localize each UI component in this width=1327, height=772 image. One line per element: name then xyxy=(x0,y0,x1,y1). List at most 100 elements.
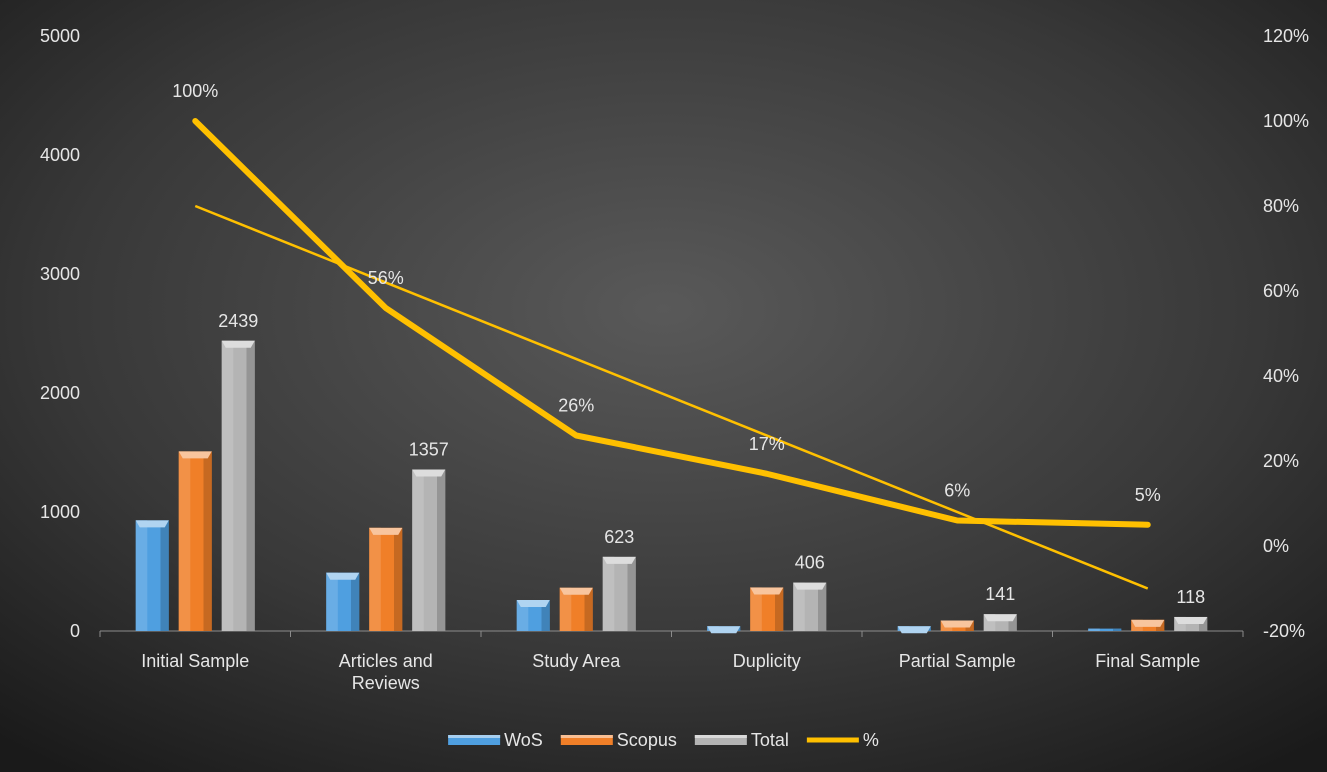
bar-data-labels: 2439 1357 623 406 141 118 xyxy=(218,311,1205,607)
bar-data-label: 118 xyxy=(1176,587,1205,607)
bar-highlight xyxy=(369,527,381,631)
bar-bevel xyxy=(559,587,593,595)
bar-bevel xyxy=(412,469,446,477)
x-category-label-line: Partial Sample xyxy=(899,651,1016,671)
bar-bevel xyxy=(326,572,360,580)
bar-highlight xyxy=(412,469,424,631)
bar-bevel xyxy=(135,520,169,528)
bar-bevel xyxy=(983,614,1017,622)
bar-total xyxy=(1174,616,1208,631)
x-category-label-line: Study Area xyxy=(532,651,621,671)
x-category-label: Final Sample xyxy=(1095,651,1200,671)
legend-swatch xyxy=(448,735,501,745)
bar-bevel xyxy=(516,600,550,608)
bar-data-label: 406 xyxy=(795,553,825,573)
right-tick-label: 0% xyxy=(1263,536,1289,556)
left-tick-label: 4000 xyxy=(40,145,80,165)
bar-shade xyxy=(541,600,550,631)
x-category-label: Duplicity xyxy=(733,651,801,671)
legend-item-percent: % xyxy=(806,730,879,750)
bar-total xyxy=(412,469,446,631)
legend-label: WoS xyxy=(504,730,543,750)
bar-scopus xyxy=(369,527,403,631)
bar-total xyxy=(221,340,255,631)
legend-swatch xyxy=(560,735,613,745)
bar-total xyxy=(793,582,827,631)
right-tick-label: 60% xyxy=(1263,281,1299,301)
bar-data-label: 623 xyxy=(604,527,634,547)
bar-wos xyxy=(707,626,741,634)
bar-shade xyxy=(775,587,784,631)
bar-shade xyxy=(1008,614,1017,631)
bar-highlight xyxy=(602,556,615,631)
x-category-label: Articles and Reviews xyxy=(339,651,433,693)
left-tick-label: 5000 xyxy=(40,26,80,46)
x-category-label-line: Reviews xyxy=(352,673,420,693)
bar-bevel xyxy=(793,582,827,590)
legend-swatch-bevel xyxy=(448,735,501,738)
right-tick-label: 40% xyxy=(1263,366,1299,386)
bar-data-label: 141 xyxy=(985,584,1015,604)
legend-swatch-bevel xyxy=(694,735,747,738)
bar-bevel xyxy=(750,587,784,595)
bar-bevel xyxy=(221,340,255,348)
bar-shade xyxy=(246,340,255,631)
bar-bevel xyxy=(178,451,212,459)
bar-scopus xyxy=(178,451,212,631)
legend: WoS Scopus Total% xyxy=(448,730,879,750)
bar-shade xyxy=(818,582,827,631)
bar-bevel xyxy=(940,620,974,628)
bar-shade xyxy=(1113,628,1122,631)
x-category-label: Initial Sample xyxy=(141,651,249,671)
bar-shade xyxy=(394,527,403,631)
bar-scopus xyxy=(559,587,593,631)
x-category-label-line: Initial Sample xyxy=(141,651,249,671)
bar-bevel xyxy=(369,527,403,535)
left-tick-label: 3000 xyxy=(40,264,80,284)
bar-highlight xyxy=(1174,616,1186,631)
legend-swatch-bevel xyxy=(560,735,613,738)
legend-swatch xyxy=(694,735,747,745)
legend-label: Scopus xyxy=(617,730,677,750)
line-data-label: 17% xyxy=(749,434,785,454)
right-tick-label: 20% xyxy=(1263,451,1299,471)
line-data-label: 5% xyxy=(1135,485,1161,505)
bar-highlight xyxy=(221,340,234,631)
bar-shade xyxy=(437,469,446,631)
bar-wos xyxy=(1088,628,1122,631)
bar-shade xyxy=(627,556,636,631)
legend-item-total: Total xyxy=(694,730,789,750)
bar-highlight xyxy=(326,572,338,631)
right-tick-label: 80% xyxy=(1263,196,1299,216)
left-tick-label: 2000 xyxy=(40,383,80,403)
right-axis: -20% 0% 20% 40% 60% 80% 100% 120% xyxy=(1263,26,1309,641)
bar-wos xyxy=(897,626,931,634)
x-axis-ticks xyxy=(99,631,1244,637)
bar-scopus xyxy=(940,620,974,631)
bar-highlight xyxy=(559,587,572,631)
legend-item-wos: WoS xyxy=(448,730,543,750)
bar-wos xyxy=(135,520,169,631)
line-data-label: 6% xyxy=(944,481,970,501)
line-data-label: 26% xyxy=(558,396,594,416)
x-category-label-line: Articles and xyxy=(339,651,433,671)
legend-item-scopus: Scopus xyxy=(560,730,677,750)
x-category-label-line: Duplicity xyxy=(733,651,801,671)
right-tick-label: -20% xyxy=(1263,621,1305,641)
trendline-path xyxy=(194,204,1149,590)
bar-series xyxy=(135,340,1208,634)
x-category-label: Study Area xyxy=(532,651,621,671)
line-series xyxy=(192,118,1151,528)
bar-data-label: 1357 xyxy=(409,440,449,460)
bar-shade xyxy=(584,587,593,631)
legend-label: Total xyxy=(751,730,789,750)
bar-highlight xyxy=(1088,628,1100,631)
bar-bevel xyxy=(1131,619,1165,627)
bar-shade xyxy=(1199,616,1208,631)
line-data-labels: 100% 56% 26% 17% 6% 5% xyxy=(172,81,1161,505)
trendline xyxy=(194,204,1149,590)
bar-highlight xyxy=(793,582,805,631)
